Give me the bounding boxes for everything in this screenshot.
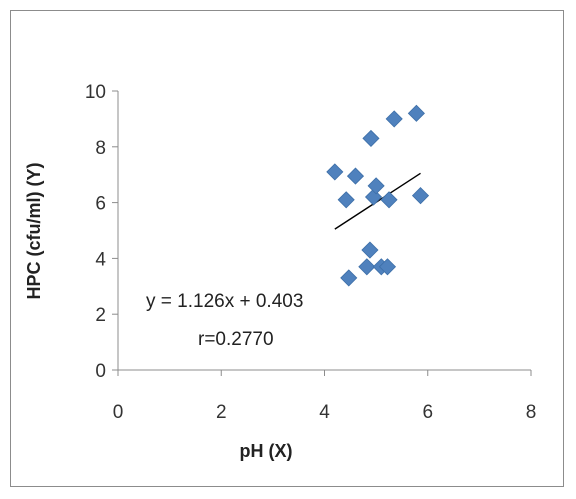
x-tick-label: 4	[319, 402, 330, 423]
scatter-chart: 0 2 4 6 8 10 0 2 4 6 8 y = 1.126x + 0.403 r=0.2770…	[24, 82, 536, 461]
data-point	[364, 188, 383, 206]
x-axis-title: pH (X)	[240, 441, 293, 461]
data-point	[411, 187, 430, 205]
data-point	[367, 177, 385, 195]
data-point	[358, 258, 376, 276]
data-point	[380, 191, 398, 209]
y-tick-label: 8	[95, 138, 106, 159]
y-tick-label: 10	[85, 82, 106, 103]
data-point	[346, 167, 365, 185]
x-tick-label: 0	[113, 402, 124, 423]
data-point	[337, 191, 355, 209]
data-point	[378, 258, 397, 276]
y-tick-label: 2	[95, 305, 106, 326]
data-point	[407, 104, 425, 122]
data-point	[362, 129, 380, 147]
x-tick-label: 2	[216, 402, 227, 423]
y-axis-title: HPC (cfu/ml) (Y)	[24, 162, 44, 299]
trendline-equation: y = 1.126x + 0.403	[146, 291, 303, 312]
data-point	[385, 110, 403, 128]
x-tick-label: 6	[422, 402, 433, 423]
chart-frame: 0 2 4 6 8 10 0 2 4 6 8 y = 1.126x + 0.403 r=0.2770…	[10, 10, 564, 487]
data-point	[326, 163, 344, 181]
data-point	[361, 241, 379, 259]
x-tick-label: 8	[526, 402, 537, 423]
r-value-label: r=0.2770	[198, 329, 274, 350]
plot-area: 0 2 4 6 8 10 0 2 4 6 8	[85, 82, 536, 423]
y-tick-label: 0	[95, 361, 106, 382]
data-point	[340, 269, 358, 287]
y-tick-label: 4	[95, 249, 106, 270]
y-tick-label: 6	[95, 194, 106, 215]
